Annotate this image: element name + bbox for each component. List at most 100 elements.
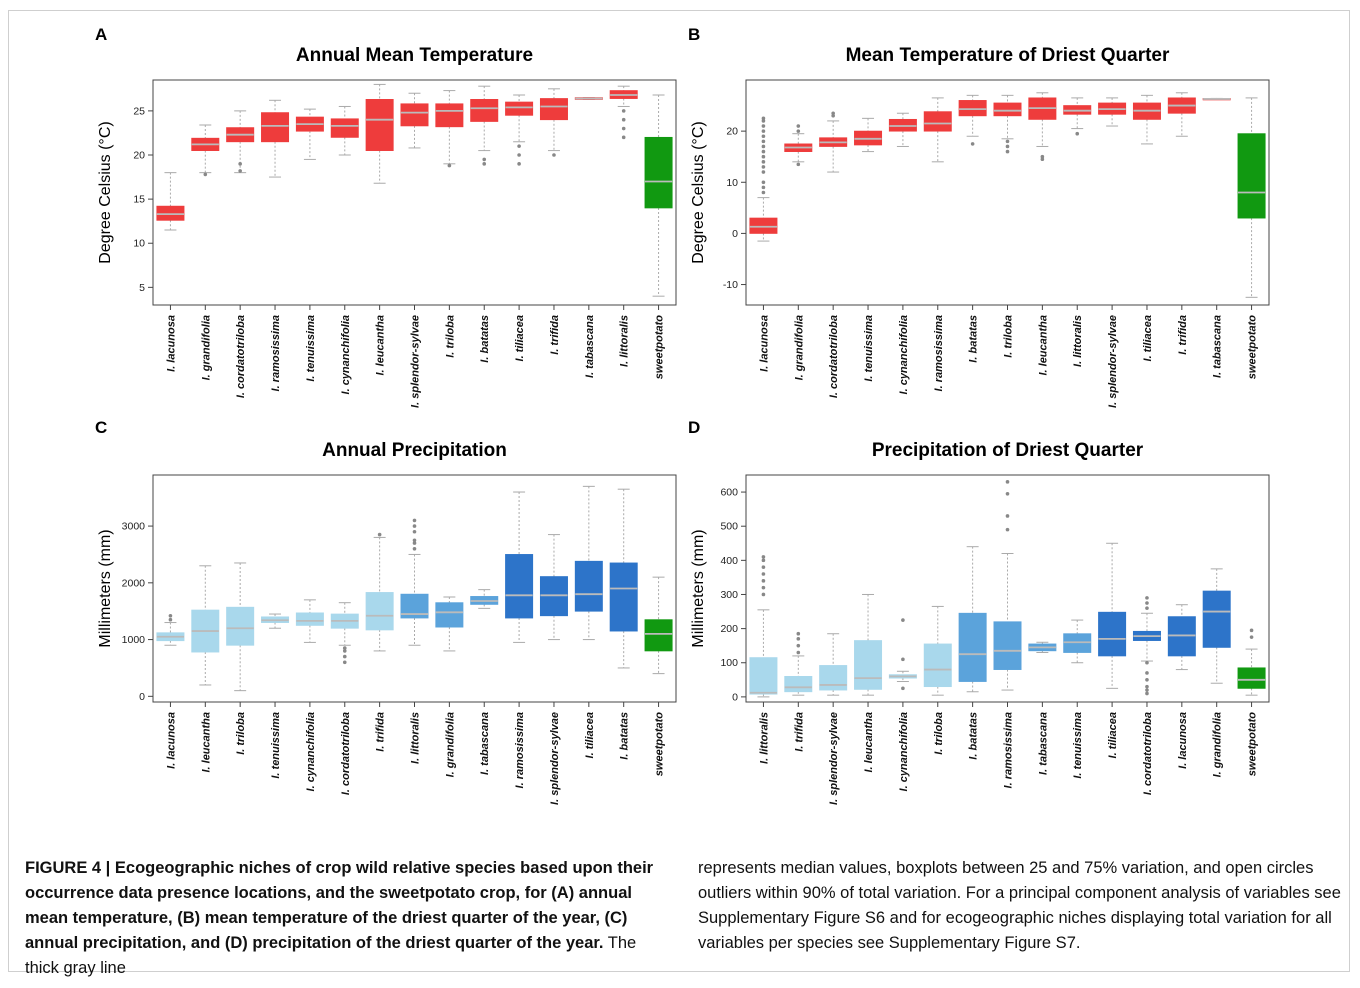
category-label-a-2: I. grandifolia [200, 315, 212, 380]
outlier-point [342, 646, 347, 650]
panel-d: D Precipitation of Driest Quarter Millimet… [683, 415, 1270, 815]
outlier-point [761, 592, 766, 597]
box-body [1237, 133, 1266, 219]
chart-a: A Annual Mean Temperature Degree Celsius (… [95, 25, 677, 408]
outlier-point [761, 572, 766, 576]
box-c-5 [295, 599, 324, 643]
category-label-c-4: I. tenuissima [270, 712, 282, 779]
outlier-point [796, 631, 801, 636]
outlier-point [342, 649, 347, 653]
category-label-d-4: I. leucantha [863, 712, 875, 773]
category-label-c-7: I. trifida [375, 712, 387, 752]
outlier-point [1145, 684, 1149, 689]
y-tick-label-c: 3000 [122, 521, 146, 533]
box-c-3 [226, 562, 255, 692]
chart-title-c: Annual Precipitation [322, 440, 507, 461]
box-body [749, 657, 778, 695]
category-label-d-2: I. trifida [793, 712, 805, 752]
category-label-b-15: sweetpotato [1247, 315, 1259, 379]
outlier-point [761, 119, 766, 123]
box-a-10 [470, 85, 499, 166]
y-tick-label-a: 10 [133, 238, 145, 250]
outlier-point [901, 686, 905, 691]
box-c-2 [191, 565, 220, 686]
box-d-6 [923, 605, 952, 696]
category-label-a-9: I. triloba [444, 315, 456, 358]
outlier-point [1005, 139, 1010, 144]
box-b-15 [1237, 97, 1266, 298]
box-b-11 [1098, 97, 1127, 127]
category-label-c-14: I. batatas [619, 712, 631, 760]
outlier-point [377, 532, 382, 537]
box-body [993, 621, 1022, 670]
box-c-13 [574, 485, 603, 641]
outlier-point [1005, 144, 1010, 149]
outlier-point [203, 172, 208, 177]
panel-c: C Annual Precipitation Millimeters (mm) 0 10… [90, 415, 677, 815]
category-label-b-4: I. tenuissima [863, 315, 875, 382]
box-b-10 [1063, 97, 1092, 136]
panel-label-c: C [95, 418, 107, 437]
outlier-point [761, 585, 766, 590]
box-c-10 [470, 589, 499, 609]
box-a-8 [400, 92, 429, 149]
outlier-point [482, 157, 487, 162]
outlier-point [1145, 660, 1149, 665]
box-body [574, 560, 603, 612]
outlier-point [621, 126, 626, 131]
outlier-point [412, 541, 417, 545]
outlier-point [761, 129, 766, 133]
outlier-point [761, 190, 766, 195]
box-body [958, 612, 987, 682]
figure-frame [8, 10, 1350, 972]
category-label-b-14: I. tabascana [1212, 315, 1224, 378]
y-tick-label-b: 20 [726, 126, 738, 138]
box-body [295, 612, 324, 626]
category-label-a-8: I. splendor-sylvae [410, 315, 422, 408]
y-tick-label-d: 600 [720, 487, 738, 499]
box-d-12 [1132, 596, 1161, 696]
category-label-c-11: I. ramosissima [514, 712, 526, 788]
category-label-a-12: I. trifida [549, 315, 561, 355]
y-axis-title-c: Millimeters (mm) [97, 529, 114, 647]
category-label-c-5: I. cynanchifolia [305, 712, 317, 791]
box-d-13 [1167, 604, 1196, 671]
outlier-point [1075, 131, 1080, 136]
box-b-3 [819, 111, 848, 173]
outlier-point [796, 129, 801, 133]
box-d-5 [888, 618, 917, 691]
outlier-point [517, 153, 521, 157]
outlier-point [621, 117, 626, 122]
category-label-b-8: I. triloba [1003, 315, 1015, 358]
box-body [435, 103, 464, 128]
panel-a: A Annual Mean Temperature Degree Celsius (… [90, 22, 677, 408]
box-body [400, 103, 429, 127]
caption-bold-text: Ecogeographic niches of crop wild relati… [25, 859, 654, 952]
outlier-point [796, 637, 801, 641]
box-body [1237, 667, 1266, 689]
outlier-point [761, 160, 766, 164]
panel-label-d: D [688, 418, 700, 437]
category-label-d-5: I. cynanchifolia [898, 712, 910, 791]
category-label-d-13: I. lacunosa [1177, 712, 1189, 769]
category-label-c-6: I. cordatotriloba [340, 712, 352, 795]
outlier-point [831, 111, 835, 116]
outlier-point [901, 657, 905, 662]
box-c-9 [435, 596, 464, 652]
box-body [923, 111, 952, 132]
panel-b: B Mean Temperature of Driest Quarter Degre… [683, 22, 1270, 408]
category-label-d-7: I. batatas [968, 712, 980, 760]
outlier-point [1145, 601, 1149, 605]
outlier-point [1145, 596, 1149, 600]
box-b-7 [958, 94, 987, 146]
outlier-point [761, 558, 766, 563]
outlier-point [1145, 671, 1149, 675]
category-label-b-10: I. littoralis [1072, 315, 1084, 367]
outlier-point [1005, 514, 1010, 518]
outlier-point [412, 538, 417, 543]
outlier-point [517, 144, 521, 148]
panel-label-b: B [688, 25, 700, 44]
box-c-14 [609, 488, 638, 669]
box-a-12 [539, 88, 568, 157]
outlier-point [761, 180, 766, 185]
